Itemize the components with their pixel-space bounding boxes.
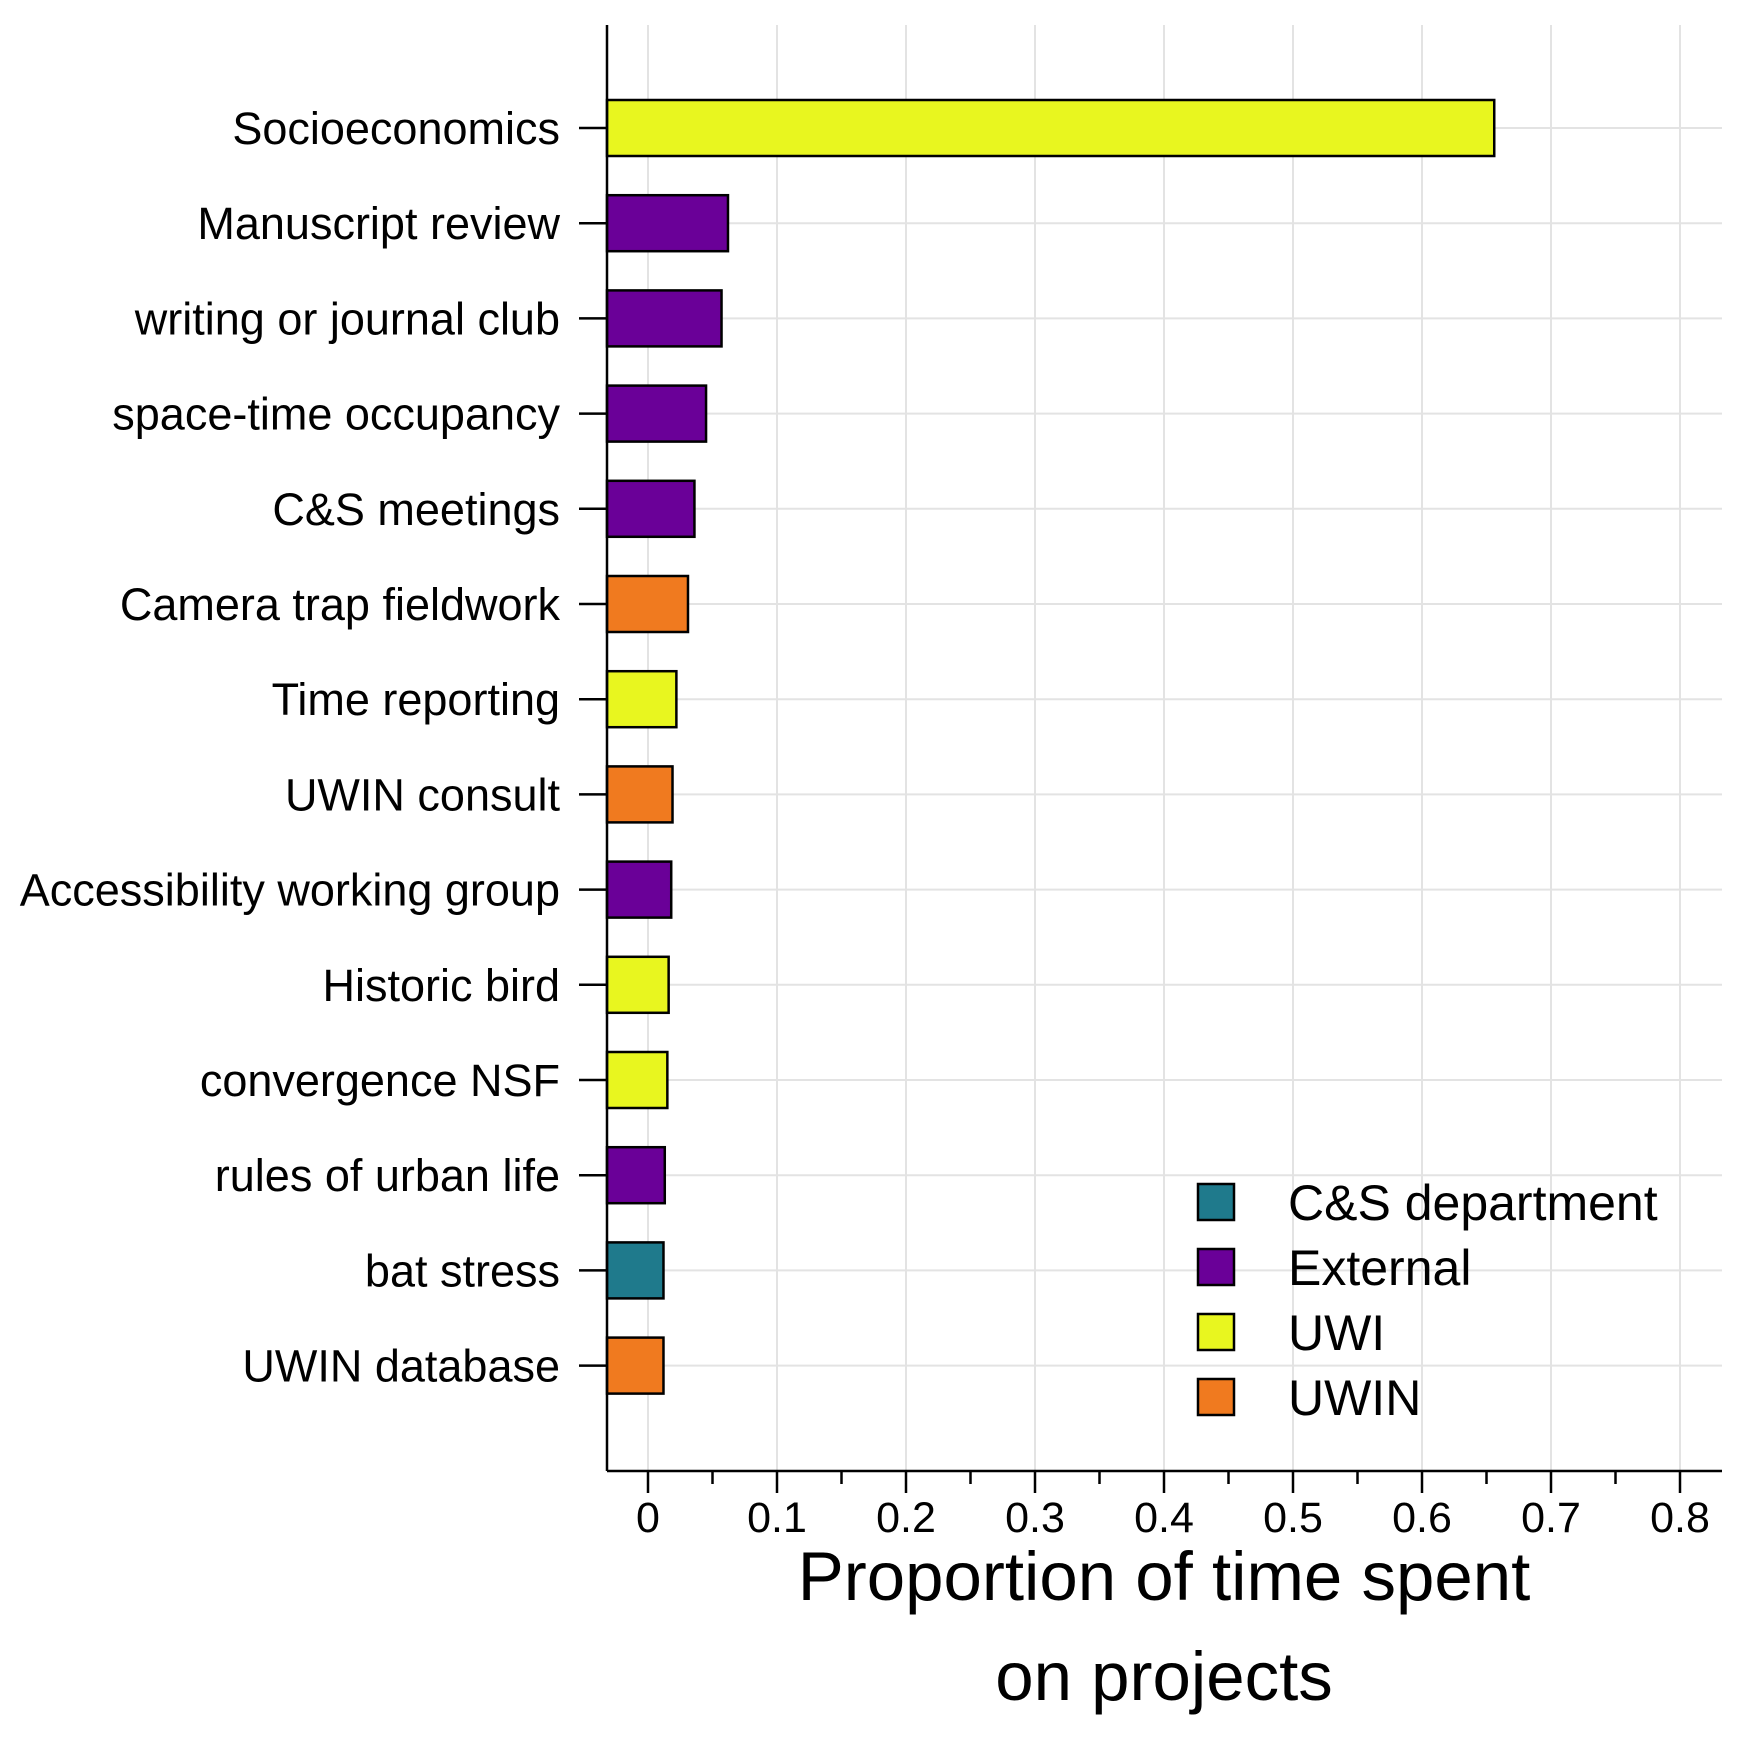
- legend-label: C&S department: [1288, 1175, 1658, 1231]
- bar: [605, 98, 1496, 158]
- category-label: rules of urban life: [215, 1150, 560, 1201]
- bar: [605, 1145, 667, 1205]
- legend: C&S department External UWI UWIN: [1196, 1175, 1658, 1426]
- category-label: Socioeconomics: [232, 103, 560, 154]
- x-tick-label: 0.6: [1392, 1494, 1452, 1542]
- x-tick-label: 0.5: [1263, 1494, 1323, 1542]
- x-tick-label: 0.8: [1650, 1494, 1710, 1542]
- bar: [605, 289, 723, 348]
- bar: [605, 193, 730, 253]
- axes: [579, 25, 1722, 1493]
- bar: [605, 765, 674, 824]
- x-tick-labels: 0 0.1 0.2 0.3 0.4 0.5 0.6 0.7 0.8: [636, 1494, 1710, 1542]
- legend-label: UWI: [1288, 1305, 1385, 1361]
- category-label: Manuscript review: [197, 198, 560, 249]
- legend-swatch: [1196, 1182, 1236, 1222]
- bar: [605, 860, 673, 919]
- legend-swatch: [1196, 1312, 1236, 1352]
- bar: [605, 384, 708, 443]
- x-tick-label: 0.7: [1521, 1494, 1581, 1542]
- category-label: UWIN consult: [285, 769, 561, 820]
- category-label: space-time occupancy: [112, 389, 560, 440]
- bar: [605, 574, 690, 634]
- bar: [605, 479, 696, 539]
- x-tick-label: 0.1: [747, 1494, 807, 1542]
- bar: [605, 669, 678, 729]
- category-label: bat stress: [365, 1245, 560, 1296]
- category-label: Accessibility working group: [20, 865, 560, 916]
- category-label: UWIN database: [242, 1341, 560, 1392]
- category-label: convergence NSF: [200, 1055, 560, 1106]
- legend-swatch: [1196, 1247, 1236, 1287]
- bars: [605, 98, 1496, 1395]
- legend-label: UWIN: [1288, 1370, 1421, 1426]
- category-labels: Socioeconomics Manuscript review writing o…: [20, 103, 561, 1392]
- category-label: Camera trap fieldwork: [120, 579, 561, 630]
- x-axis-title-line-2: on projects: [995, 1638, 1333, 1715]
- category-label: Historic bird: [322, 960, 560, 1011]
- x-tick-label: 0: [636, 1494, 660, 1542]
- x-axis-title-line-1: Proportion of time spent: [798, 1538, 1531, 1615]
- bar: [605, 1050, 669, 1110]
- x-tick-label: 0.3: [1005, 1494, 1065, 1542]
- bar: [605, 1241, 665, 1300]
- x-tick-label: 0.2: [876, 1494, 936, 1542]
- bar: [605, 1336, 665, 1395]
- x-tick-label: 0.4: [1134, 1494, 1194, 1542]
- category-label: Time reporting: [272, 674, 560, 725]
- bar: [605, 955, 670, 1015]
- legend-label: External: [1288, 1240, 1471, 1296]
- legend-swatch: [1196, 1377, 1236, 1417]
- grid-lines: [607, 25, 1722, 1471]
- category-label: C&S meetings: [272, 484, 560, 535]
- category-label: writing or journal club: [134, 293, 560, 344]
